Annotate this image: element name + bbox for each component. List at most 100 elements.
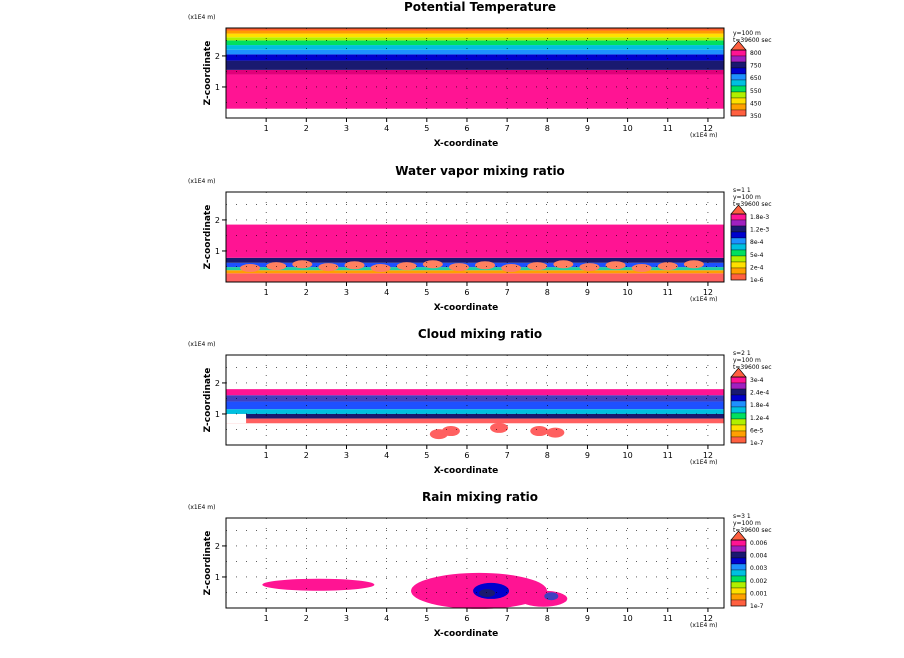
x-tick-label: 7	[505, 124, 510, 133]
x-scale-note: (x1E4 m)	[690, 132, 717, 139]
legend-swatch	[730, 73, 747, 81]
legend-swatch	[730, 394, 747, 402]
vapor-ripple	[475, 261, 496, 270]
legend-frame	[730, 539, 747, 607]
info-line: t=39600 sec	[733, 201, 772, 208]
legend-label: 0.001	[750, 590, 767, 597]
field-band	[226, 409, 724, 414]
vapor-ripple	[683, 260, 704, 269]
legend-swatch	[730, 599, 747, 607]
x-tick-label: 10	[623, 288, 633, 297]
z-tick-label: 1	[215, 410, 220, 419]
field-band	[226, 54, 724, 61]
x-tick-label: 8	[545, 288, 550, 297]
panel-title: Potential Temperature	[404, 0, 556, 14]
field-band	[226, 37, 724, 41]
legend-label: 1.8e-3	[750, 214, 769, 221]
x-tick-label: 9	[585, 451, 590, 460]
panel-title: Cloud mixing ratio	[418, 327, 542, 341]
legend-label: 8e-4	[750, 239, 764, 246]
field-band	[226, 45, 724, 50]
legend-swatch	[730, 261, 747, 269]
field-band	[226, 273, 724, 282]
info-line: y=100 m	[733, 520, 761, 527]
field-band	[226, 395, 724, 402]
legend-label: 1.8e-4	[750, 402, 769, 409]
z-tick-label: 1	[215, 83, 220, 92]
legend-swatch	[730, 376, 747, 384]
legend-swatch	[730, 593, 747, 601]
field-band	[226, 267, 724, 271]
vapor-ripple	[422, 260, 443, 269]
x-tick-label: 12	[703, 288, 713, 297]
cloud-cell	[546, 427, 565, 438]
x-tick-label: 3	[344, 451, 349, 460]
x-tick-label: 11	[663, 288, 673, 297]
x-axis-label: X-coordinate	[434, 466, 499, 476]
legend-label: 1.2e-3	[750, 227, 769, 234]
legend-label: 2.4e-4	[750, 390, 769, 397]
x-tick-label: 11	[663, 124, 673, 133]
legend-swatch	[730, 225, 747, 233]
legend-swatch	[730, 243, 747, 251]
legend-label: 0.003	[750, 565, 767, 572]
legend-swatch	[730, 55, 747, 63]
z-axis-label: Z-coordinate	[203, 41, 213, 106]
x-tick-label: 7	[505, 288, 510, 297]
rain-core	[544, 592, 559, 601]
x-tick-label: 1	[264, 614, 269, 623]
x-tick-label: 6	[464, 614, 469, 623]
legend-swatch	[730, 49, 747, 57]
vapor-ripple	[657, 262, 678, 271]
x-tick-label: 9	[585, 288, 590, 297]
legend-swatch	[730, 587, 747, 595]
field-band	[226, 30, 724, 34]
vapor-ripple	[448, 263, 469, 272]
x-tick-label: 2	[304, 288, 309, 297]
vapor-ripple	[553, 260, 574, 269]
field-band	[226, 389, 724, 396]
z-tick-label: 2	[215, 52, 220, 61]
z-scale-note: (x1E4 m)	[188, 504, 215, 511]
info-line: t=39600 sec	[733, 364, 772, 371]
x-tick-label: 6	[464, 124, 469, 133]
z-tick-label: 1	[215, 573, 220, 582]
x-tick-label: 4	[384, 614, 389, 623]
legend-swatch	[730, 67, 747, 75]
legend-label: 2e-4	[750, 264, 764, 271]
x-tick-label: 9	[585, 614, 590, 623]
vapor-ripple	[396, 262, 417, 271]
legend-label: 0.002	[750, 578, 767, 585]
legend-label: 1.2e-4	[750, 415, 769, 422]
info-line: y=100 m	[733, 194, 761, 201]
vapor-ripple	[579, 263, 600, 272]
x-tick-label: 6	[464, 451, 469, 460]
x-tick-label: 1	[264, 451, 269, 460]
legend-swatch	[730, 557, 747, 565]
x-tick-label: 8	[545, 124, 550, 133]
x-scale-note: (x1E4 m)	[690, 296, 717, 303]
plot-frame	[225, 354, 725, 446]
field-band	[226, 40, 724, 46]
z-scale-note: (x1E4 m)	[188, 178, 215, 185]
legend-swatch	[730, 79, 747, 87]
legend-swatch	[730, 388, 747, 396]
vapor-ripple	[318, 263, 339, 272]
info-line: t=39600 sec	[733, 527, 772, 534]
legend-swatch	[730, 581, 747, 589]
x-tick-label: 3	[344, 288, 349, 297]
z-tick-label: 1	[215, 247, 220, 256]
legend-swatch	[730, 424, 747, 432]
legend-frame	[730, 49, 747, 117]
x-tick-label: 2	[304, 451, 309, 460]
field-band	[226, 413, 724, 419]
x-tick-label: 6	[464, 288, 469, 297]
legend-swatch	[730, 575, 747, 583]
x-tick-label: 12	[703, 451, 713, 460]
info-line: s=1 1	[733, 187, 751, 194]
field-band	[226, 224, 724, 258]
x-tick-label: 5	[424, 451, 429, 460]
vapor-ripple	[292, 260, 313, 269]
x-tick-label: 11	[663, 614, 673, 623]
cloud-cell	[530, 426, 549, 437]
